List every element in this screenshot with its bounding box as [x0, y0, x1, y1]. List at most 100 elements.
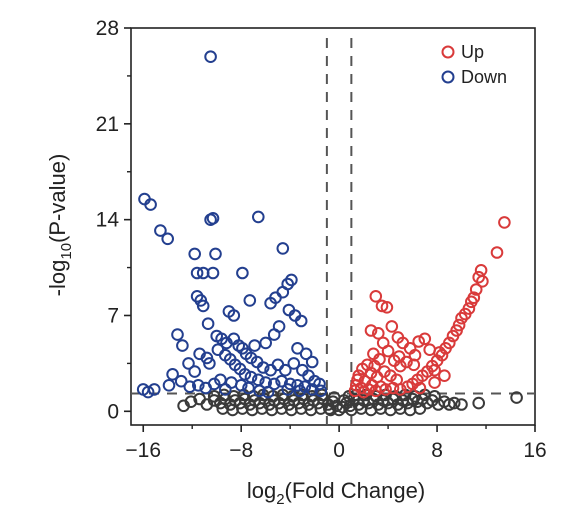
up-point — [412, 335, 426, 348]
y-axis-label-subscript: 10 — [58, 243, 75, 260]
down-point — [234, 379, 248, 392]
legend-label-up: Up — [461, 42, 484, 62]
nonsignificant-point — [428, 390, 441, 403]
down-point — [148, 383, 161, 396]
down-point — [305, 355, 319, 369]
y-axis-label-main: -log — [45, 260, 70, 297]
down-point — [203, 357, 216, 370]
down-point — [192, 379, 205, 392]
up-point — [357, 385, 370, 399]
up-point — [428, 363, 441, 377]
down-point — [204, 50, 217, 64]
nonsignificant-point — [413, 402, 427, 415]
down-point — [206, 212, 220, 225]
down-point — [219, 383, 232, 396]
x-tick-label: −16 — [125, 439, 161, 462]
up-point — [438, 369, 451, 383]
up-point — [381, 344, 395, 358]
down-point — [281, 383, 295, 396]
legend-marker-down — [441, 70, 455, 84]
down-point — [201, 317, 215, 331]
down-point — [211, 343, 225, 357]
y-axis-label-rest: (P-value) — [45, 154, 70, 243]
down-point — [276, 242, 290, 255]
down-point — [214, 373, 227, 387]
down-point — [293, 384, 307, 398]
up-point — [401, 380, 415, 394]
down-point — [276, 285, 290, 299]
down-point — [207, 377, 221, 391]
up-point — [369, 290, 383, 303]
y-tick-label: 7 — [107, 304, 119, 327]
down-point — [236, 266, 249, 280]
down-point — [275, 374, 288, 388]
nonsignificant-point — [193, 392, 206, 406]
nonsignificant-point — [177, 399, 190, 413]
up-point — [413, 381, 427, 395]
up-point — [455, 311, 468, 325]
down-point — [285, 273, 298, 287]
down-point — [314, 384, 328, 398]
up-point — [418, 332, 432, 346]
down-point — [183, 380, 197, 394]
x-tick-label: 0 — [333, 439, 345, 462]
plot-border — [130, 27, 536, 426]
legend: Up Down — [441, 42, 507, 87]
y-tick-label: 28 — [96, 17, 119, 40]
up-point — [469, 283, 483, 296]
nonsignificant-point — [455, 398, 468, 411]
y-tick-label: 14 — [96, 209, 120, 232]
up-point — [476, 275, 489, 288]
axes: −16 −8 0 8 16 0 7 14 21 28 — [96, 17, 547, 462]
down-point — [238, 368, 252, 381]
down-point — [209, 247, 222, 261]
down-point — [227, 309, 241, 322]
y-tick-label: 21 — [96, 113, 119, 136]
down-point — [256, 361, 270, 374]
up-point — [465, 295, 478, 309]
down-point — [190, 266, 204, 280]
down-point — [305, 383, 319, 396]
down-point — [206, 266, 220, 280]
down-point — [196, 299, 210, 313]
up-point — [392, 350, 406, 363]
down-point — [272, 320, 286, 333]
plot-frame — [130, 27, 536, 426]
x-tick-label: 8 — [431, 439, 443, 462]
up-point — [428, 376, 441, 389]
down-point — [174, 374, 188, 388]
x-tick-label: 16 — [523, 439, 546, 462]
nonsignificant-point — [327, 391, 341, 404]
down-point — [243, 294, 257, 307]
y-tick-label: 0 — [107, 400, 119, 423]
up-point — [368, 359, 381, 373]
down-point — [162, 379, 176, 392]
up-point — [394, 383, 407, 396]
down-point — [261, 385, 275, 399]
down-point — [259, 336, 273, 350]
up-point — [433, 346, 446, 359]
up-point — [498, 216, 511, 229]
down-point — [251, 210, 265, 224]
down-point — [242, 381, 255, 395]
down-point — [176, 339, 189, 352]
down-point — [294, 314, 308, 328]
up-point — [474, 264, 488, 277]
nonsignificant-point — [216, 402, 230, 415]
down-point — [271, 358, 285, 372]
down-point — [248, 339, 261, 352]
nonsignificant-point — [438, 395, 451, 409]
down-point — [287, 357, 301, 370]
up-point — [379, 383, 392, 396]
up-point — [386, 381, 400, 395]
x-axis-label-main: log — [247, 478, 276, 503]
up-point — [446, 329, 460, 343]
nonsignificant-point — [207, 390, 221, 403]
nonsignificant-point — [510, 391, 523, 404]
data-points — [136, 50, 523, 417]
up-point — [385, 320, 399, 333]
threshold-lines — [131, 38, 535, 425]
x-axis-label: log2(Fold Change) — [247, 478, 425, 508]
up-point — [351, 373, 364, 387]
